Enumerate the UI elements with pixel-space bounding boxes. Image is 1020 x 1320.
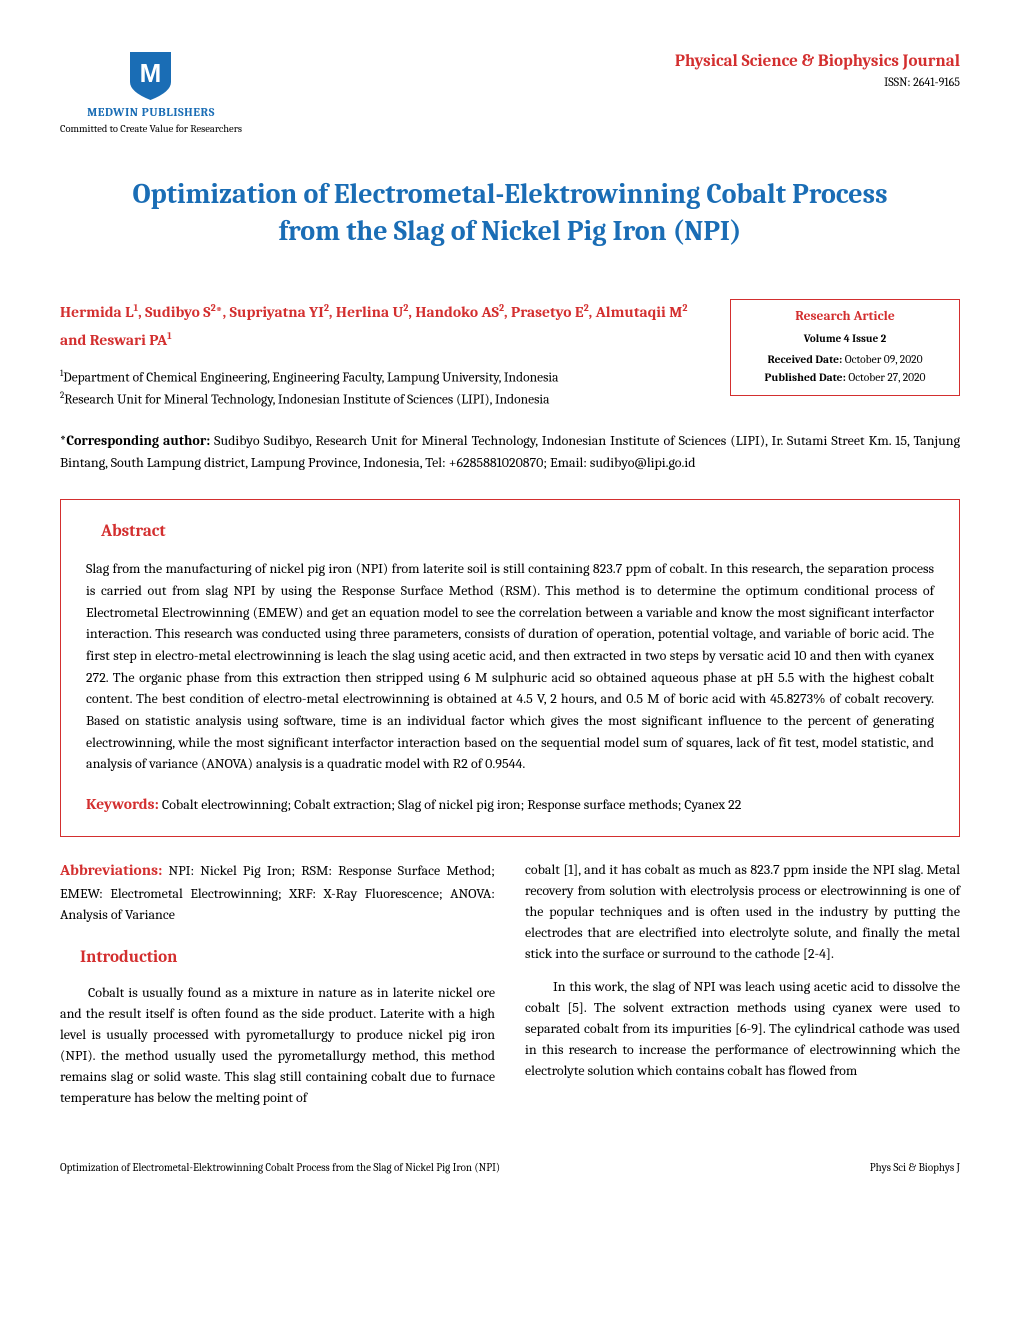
abstract-heading: Abstract bbox=[101, 520, 934, 544]
volume-issue: Volume 4 Issue 2 bbox=[743, 331, 947, 346]
article-title: Optimization of Electrometal-Elektrowinn… bbox=[100, 176, 920, 249]
body-columns: Abbreviations: NPI: Nickel Pig Iron; RSM… bbox=[60, 859, 960, 1120]
abstract-text: Slag from the manufacturing of nickel pi… bbox=[86, 558, 934, 775]
publisher-name: MEDWIN PUBLISHERS bbox=[87, 104, 215, 121]
meta-left: Hermida L1, Sudibyo S2*, Supriyatna YI2,… bbox=[60, 299, 715, 411]
header: M MEDWIN PUBLISHERS Committed to Create … bbox=[60, 50, 960, 136]
svg-text:M: M bbox=[140, 58, 162, 88]
publisher-shield-icon: M bbox=[128, 50, 173, 102]
corresponding-author: *Corresponding author: Sudibyo Sudibyo, … bbox=[60, 430, 960, 475]
keywords-label: Keywords: bbox=[86, 795, 159, 813]
intro-para-1: Cobalt is usually found as a mixture in … bbox=[60, 982, 495, 1108]
keywords-line: Keywords: Cobalt electrowinning; Cobalt … bbox=[86, 793, 934, 816]
journal-issn: ISSN: 2641-9165 bbox=[675, 74, 960, 91]
introduction-heading: Introduction bbox=[80, 945, 495, 971]
meta-row: Hermida L1, Sudibyo S2*, Supriyatna YI2,… bbox=[60, 299, 960, 411]
affiliation-2: 2Research Unit for Mineral Technology, I… bbox=[60, 389, 715, 411]
intro-para-3: In this work, the slag of NPI was leach … bbox=[525, 976, 960, 1081]
corresponding-label: *Corresponding author: bbox=[60, 432, 210, 449]
journal-name: Physical Science & Biophysics Journal bbox=[675, 50, 960, 74]
footer-left: Optimization of Electrometal-Elektrowinn… bbox=[60, 1160, 500, 1175]
article-type: Research Article bbox=[743, 308, 947, 327]
abbreviations-label: Abbreviations: bbox=[60, 861, 162, 879]
page-footer: Optimization of Electrometal-Elektrowinn… bbox=[60, 1160, 960, 1175]
article-info-box: Research Article Volume 4 Issue 2 Receiv… bbox=[730, 299, 960, 396]
received-date: October 09, 2020 bbox=[845, 353, 923, 366]
authors: Hermida L1, Sudibyo S2*, Supriyatna YI2,… bbox=[60, 299, 715, 355]
journal-block: Physical Science & Biophysics Journal IS… bbox=[675, 50, 960, 91]
publisher-tagline: Committed to Create Value for Researcher… bbox=[60, 122, 242, 137]
published-date: October 27, 2020 bbox=[848, 371, 925, 384]
received-label: Received Date: bbox=[767, 353, 842, 366]
abstract-box: Abstract Slag from the manufacturing of … bbox=[60, 499, 960, 837]
affiliation-1: 1Department of Chemical Engineering, Eng… bbox=[60, 367, 715, 389]
body-col-2: cobalt [1], and it has cobalt as much as… bbox=[525, 859, 960, 1120]
publisher-logo-block: M MEDWIN PUBLISHERS Committed to Create … bbox=[60, 50, 242, 136]
footer-right: Phys Sci & Biophys J bbox=[870, 1160, 960, 1175]
body-col-1: Abbreviations: NPI: Nickel Pig Iron; RSM… bbox=[60, 859, 495, 1120]
published-label: Published Date: bbox=[765, 371, 846, 384]
keywords-text: Cobalt electrowinning; Cobalt extraction… bbox=[162, 796, 741, 813]
abbreviations: Abbreviations: NPI: Nickel Pig Iron; RSM… bbox=[60, 859, 495, 924]
intro-para-2: cobalt [1], and it has cobalt as much as… bbox=[525, 859, 960, 964]
article-dates: Received Date: October 09, 2020 Publishe… bbox=[743, 351, 947, 388]
